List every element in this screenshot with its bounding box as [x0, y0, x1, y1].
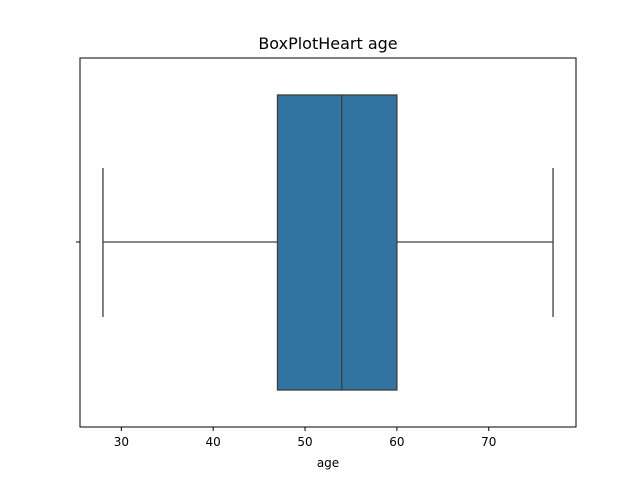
x-tick-label: 40 — [206, 435, 221, 449]
x-tick-label: 70 — [481, 435, 496, 449]
iqr-box — [276, 94, 398, 391]
chart-title: BoxPlotHeart age — [258, 34, 397, 53]
x-tick-label: 50 — [297, 435, 312, 449]
plot-area: 30 40 50 60 70 — [76, 57, 577, 449]
x-tick-label: 30 — [114, 435, 129, 449]
x-axis-label: age — [317, 456, 339, 470]
x-tick-label: 60 — [389, 435, 404, 449]
